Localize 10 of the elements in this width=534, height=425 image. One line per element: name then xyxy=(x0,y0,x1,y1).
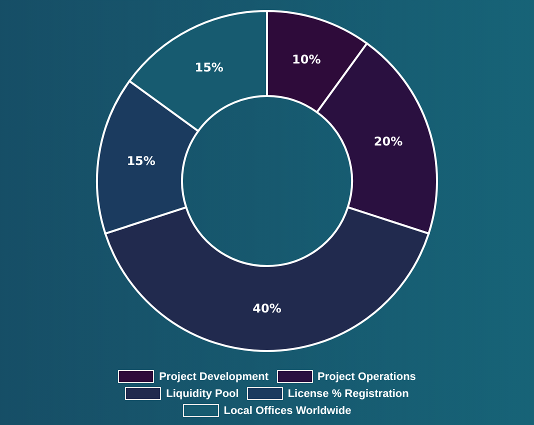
data-label: 40% xyxy=(252,302,282,316)
data-label: 15% xyxy=(126,154,156,168)
slice-label: Liquidity Pool xyxy=(166,388,239,400)
legend-label: License % Registration xyxy=(288,388,409,400)
data-label: 15% xyxy=(194,60,224,74)
data-label: 20% xyxy=(374,134,403,149)
legend-label: Project Development xyxy=(159,370,268,382)
legend-label: Project Operations xyxy=(318,370,416,382)
data-label: 10% xyxy=(292,52,321,67)
legend-label: Local Offices Worldwide xyxy=(224,404,352,416)
